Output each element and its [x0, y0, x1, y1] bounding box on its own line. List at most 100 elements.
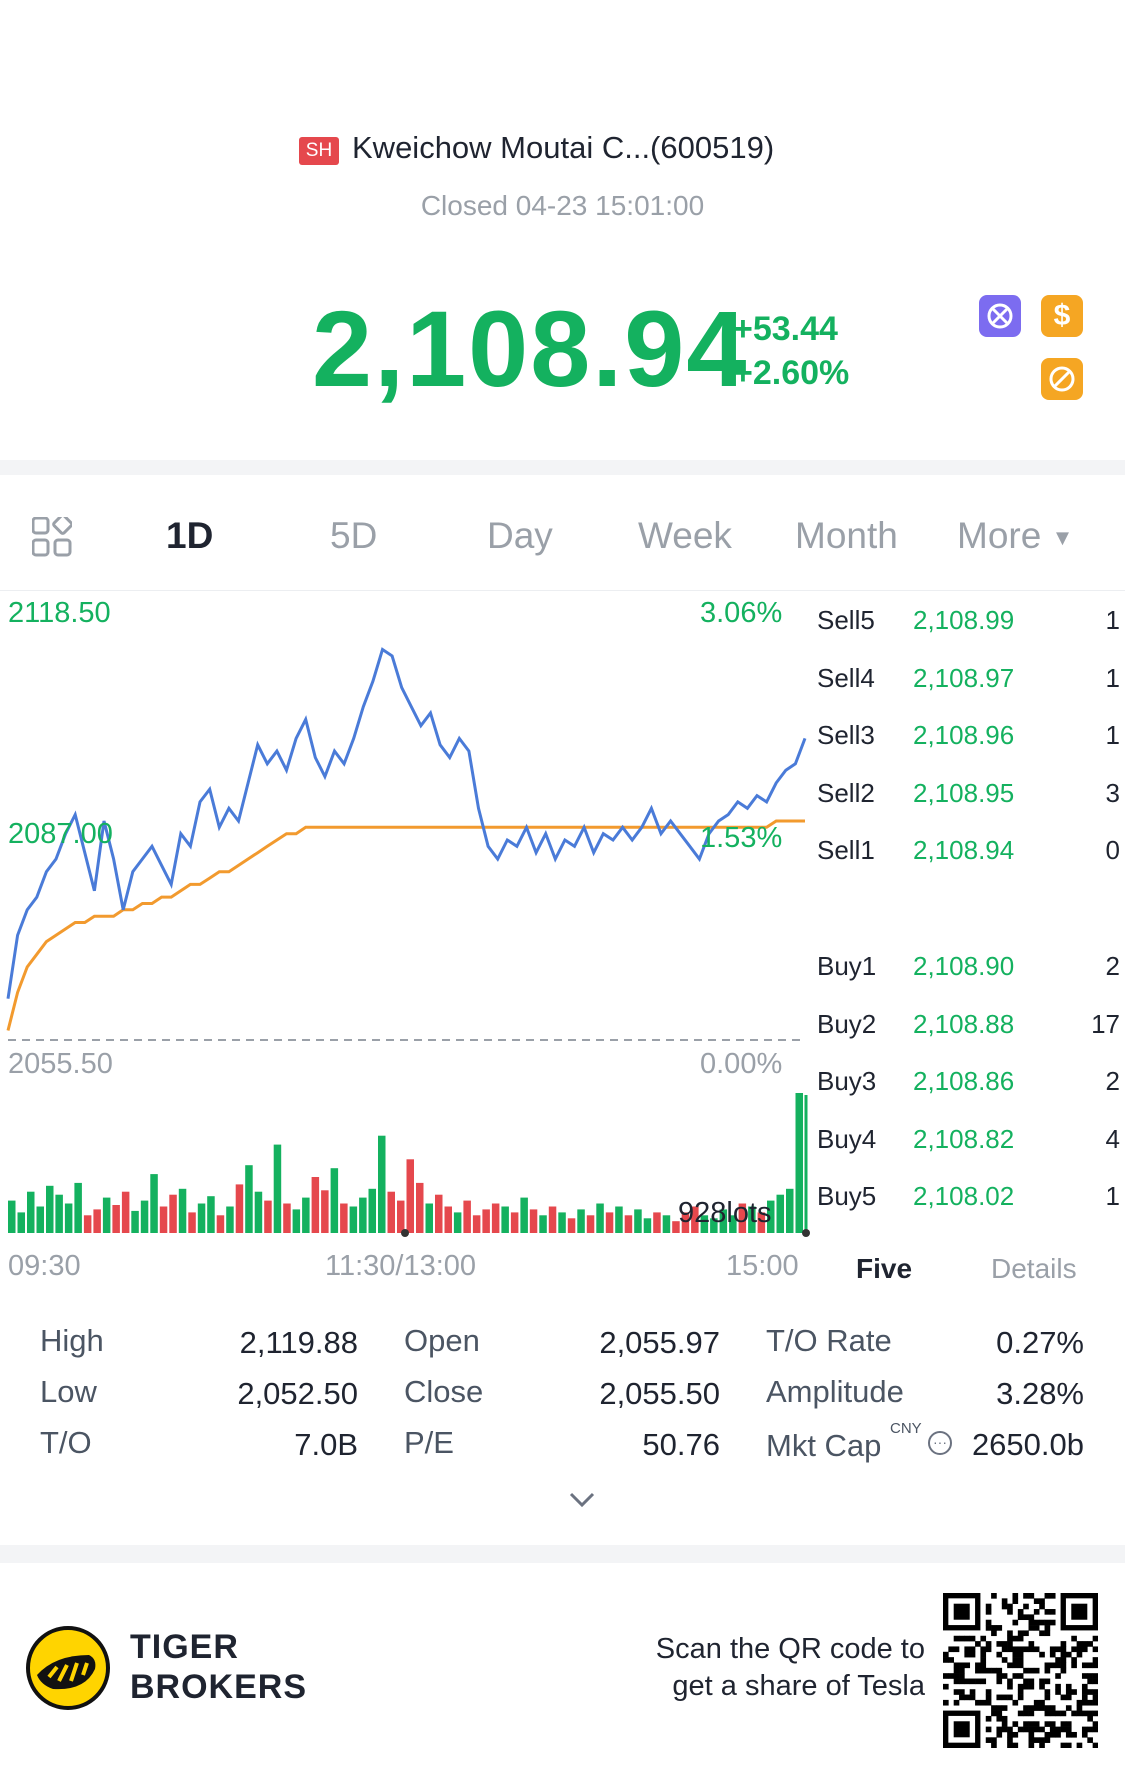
- volume-bar: [662, 1215, 671, 1233]
- market-status: Closed 04-23 15:01:00: [420, 190, 705, 221]
- stat-open: 2,055.97: [599, 1325, 720, 1360]
- volume-bar: [254, 1191, 263, 1233]
- volume-bar: [131, 1210, 139, 1233]
- order-label: Buy1: [817, 951, 877, 981]
- sell-level-2[interactable]: Sell2 2,108.95 3: [817, 778, 1120, 818]
- order-qty: 0: [1105, 835, 1120, 865]
- order-qty: 2: [1105, 951, 1120, 981]
- y-mid-label: 2087.00: [8, 818, 113, 850]
- order-label: Buy4: [817, 1123, 877, 1154]
- volume-bar: [169, 1194, 177, 1233]
- order-price: 2,108.95: [913, 777, 1015, 808]
- volume-bar: [93, 1209, 101, 1233]
- avg-price-line: [6, 819, 805, 1031]
- volume-bar: [46, 1185, 54, 1233]
- order-price: 2,108.97: [913, 662, 1015, 693]
- stat-close-label: Close: [404, 1374, 484, 1409]
- price-change: +53.44: [733, 310, 838, 348]
- promo-line1: Scan the QR code to: [655, 1633, 925, 1665]
- sell-level-3[interactable]: Sell3 2,108.96 1: [817, 720, 1120, 760]
- brand-line2: BROKERS: [130, 1668, 308, 1706]
- grid-view-icon[interactable]: [31, 513, 74, 562]
- buy-level-4[interactable]: Buy4 2,108.82 4: [817, 1124, 1120, 1164]
- volume-bar: [586, 1215, 595, 1233]
- tab-1d[interactable]: 1D: [166, 515, 214, 556]
- volume-bar: [292, 1209, 301, 1233]
- volume-bar: [539, 1215, 547, 1233]
- tab-day[interactable]: Day: [487, 515, 553, 556]
- stat-to: 7.0B: [294, 1427, 358, 1462]
- order-price: 2,108.82: [913, 1123, 1015, 1154]
- sell-level-1[interactable]: Sell1 2,108.94 0: [817, 835, 1120, 875]
- volume-bar: [653, 1212, 661, 1233]
- order-label: Buy5: [817, 1181, 877, 1211]
- order-price: 2,108.94: [913, 835, 1015, 865]
- order-qty: 17: [1091, 1008, 1120, 1039]
- volume-bar: [264, 1200, 272, 1233]
- intraday-chart[interactable]: [0, 590, 810, 1250]
- volume-bar: [188, 1212, 196, 1233]
- volume-bar: [472, 1215, 481, 1233]
- order-qty: 1: [1105, 720, 1120, 750]
- volume-bar: [17, 1212, 25, 1233]
- volume-bar: [74, 1182, 82, 1233]
- volume-bar: [624, 1215, 633, 1233]
- pct-high-label: 3.06%: [700, 597, 783, 629]
- volume-bar: [330, 1168, 339, 1233]
- section-divider: [0, 460, 1125, 475]
- volume-bar: [634, 1209, 642, 1233]
- stock-name[interactable]: Kweichow Moutai C...(600519): [352, 130, 775, 165]
- stat-low-label: Low: [40, 1374, 97, 1409]
- buy-level-2[interactable]: Buy2 2,108.88 17: [817, 1009, 1120, 1049]
- volume-bar: [681, 1212, 690, 1233]
- more-info-icon[interactable]: ···: [928, 1431, 952, 1455]
- tab-more[interactable]: More ▼: [957, 515, 1073, 557]
- order-price: 2,108.99: [913, 605, 1015, 635]
- volume-bar: [235, 1184, 244, 1233]
- buy-level-3[interactable]: Buy3 2,108.86 2: [817, 1066, 1120, 1106]
- tiger-logo-icon: [25, 1625, 111, 1716]
- volume-bar: [387, 1191, 395, 1233]
- price-change-pct: +2.60%: [733, 354, 850, 392]
- tab-details[interactable]: Details: [991, 1253, 1077, 1284]
- volume-bar: [719, 1209, 728, 1233]
- expand-chevron-icon[interactable]: [567, 1490, 597, 1515]
- tab-week[interactable]: Week: [638, 515, 732, 556]
- volume-bar: [482, 1209, 490, 1233]
- time-start-label: 09:30: [8, 1250, 81, 1282]
- order-label: Buy2: [817, 1008, 877, 1039]
- order-qty: 4: [1105, 1123, 1120, 1154]
- volume-bar: [786, 1188, 794, 1233]
- stat-low: 2,052.50: [237, 1376, 358, 1411]
- order-label: Buy3: [817, 1066, 877, 1096]
- volume-bars: [8, 1093, 803, 1233]
- volume-bar: [748, 1206, 756, 1233]
- chart-period-tabs: [0, 475, 1125, 591]
- sell-level-5[interactable]: Sell5 2,108.99 1: [817, 605, 1120, 645]
- pct-mid-label: 1.53%: [700, 822, 783, 854]
- volume-bar: [83, 1215, 92, 1233]
- no-short-icon[interactable]: [1041, 358, 1083, 400]
- stat-open-label: Open: [404, 1323, 480, 1358]
- qr-code[interactable]: [943, 1593, 1098, 1748]
- volume-bar: [577, 1209, 585, 1233]
- volume-bar: [359, 1197, 367, 1233]
- tab-5d[interactable]: 5D: [330, 515, 378, 556]
- buy-level-1[interactable]: Buy1 2,108.90 2: [817, 951, 1120, 991]
- order-qty: 2: [1105, 1066, 1120, 1096]
- dollar-icon[interactable]: $: [1041, 295, 1083, 337]
- tab-month[interactable]: Month: [795, 515, 898, 556]
- order-price: 2,108.88: [913, 1008, 1015, 1039]
- tab-five[interactable]: Five: [856, 1253, 913, 1284]
- sell-level-4[interactable]: Sell4 2,108.97 1: [817, 663, 1120, 703]
- order-price: 2,108.90: [913, 951, 1015, 981]
- order-qty: 1: [1105, 662, 1120, 693]
- volume-bar: [102, 1197, 111, 1233]
- no-trade-icon[interactable]: [979, 295, 1021, 337]
- volume-bar: [55, 1194, 63, 1233]
- order-price: 2,108.96: [913, 720, 1015, 750]
- volume-bar: [245, 1165, 253, 1233]
- buy-level-5[interactable]: Buy5 2,108.02 1: [817, 1181, 1120, 1221]
- volume-bar: [140, 1200, 149, 1233]
- stat-mktcap-label: Mkt Cap: [766, 1428, 882, 1463]
